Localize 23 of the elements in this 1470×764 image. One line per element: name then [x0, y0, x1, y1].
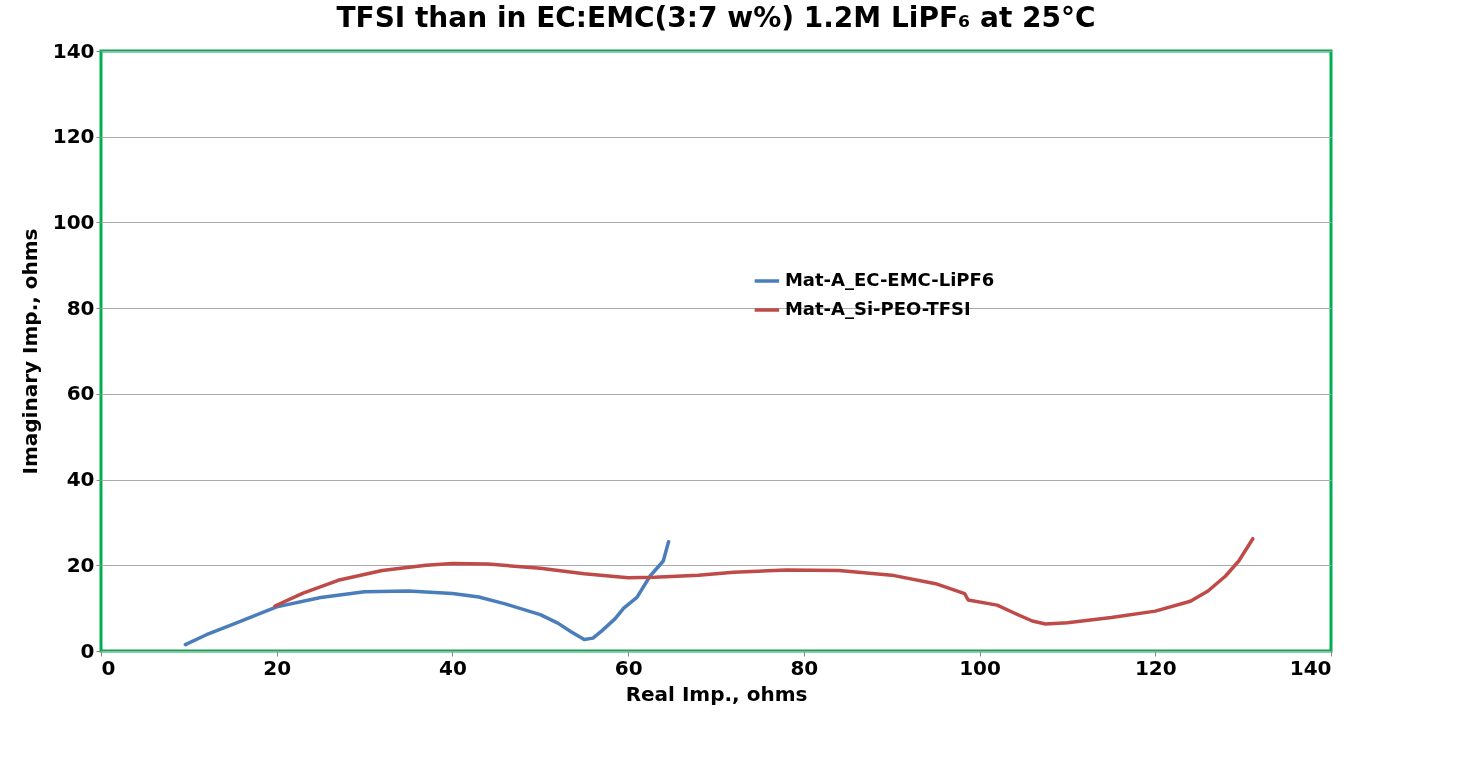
y-tick-label: 0	[80, 638, 95, 663]
x-tick-label: 80	[790, 655, 819, 680]
line-series	[183, 539, 671, 647]
x-tick-label: 140	[1289, 655, 1332, 680]
y-tick-label: 60	[66, 381, 95, 406]
x-tick-label: 120	[1134, 655, 1177, 680]
x-tick-label: 20	[263, 655, 292, 680]
y-tick-label: 20	[66, 552, 95, 577]
y-tick-label: 140	[52, 38, 95, 63]
y-axis-title: Imaginary Imp., ohms	[17, 228, 42, 475]
legend-label: Mat-A_EC-EMC-LiPF6	[784, 269, 995, 290]
line-series	[273, 536, 1255, 626]
x-axis-title: Real Imp., ohms	[625, 681, 808, 706]
x-tick-label: 100	[959, 655, 1001, 680]
legend-label: Mat-A_Si-PEO-TFSI	[784, 298, 971, 319]
x-tick-label: 40	[439, 655, 467, 680]
y-tick-label: 100	[52, 209, 95, 234]
x-tick-label: 0	[101, 655, 116, 680]
x-tick-label: 60	[614, 655, 643, 680]
chart-title: TFSI than in EC:EMC(3:7 w%) 1.2M LiPF₆ at 25°C	[336, 1, 1096, 34]
y-tick-label: 80	[66, 295, 95, 320]
y-tick-label: 120	[52, 124, 95, 149]
y-tick-label: 40	[66, 467, 95, 492]
